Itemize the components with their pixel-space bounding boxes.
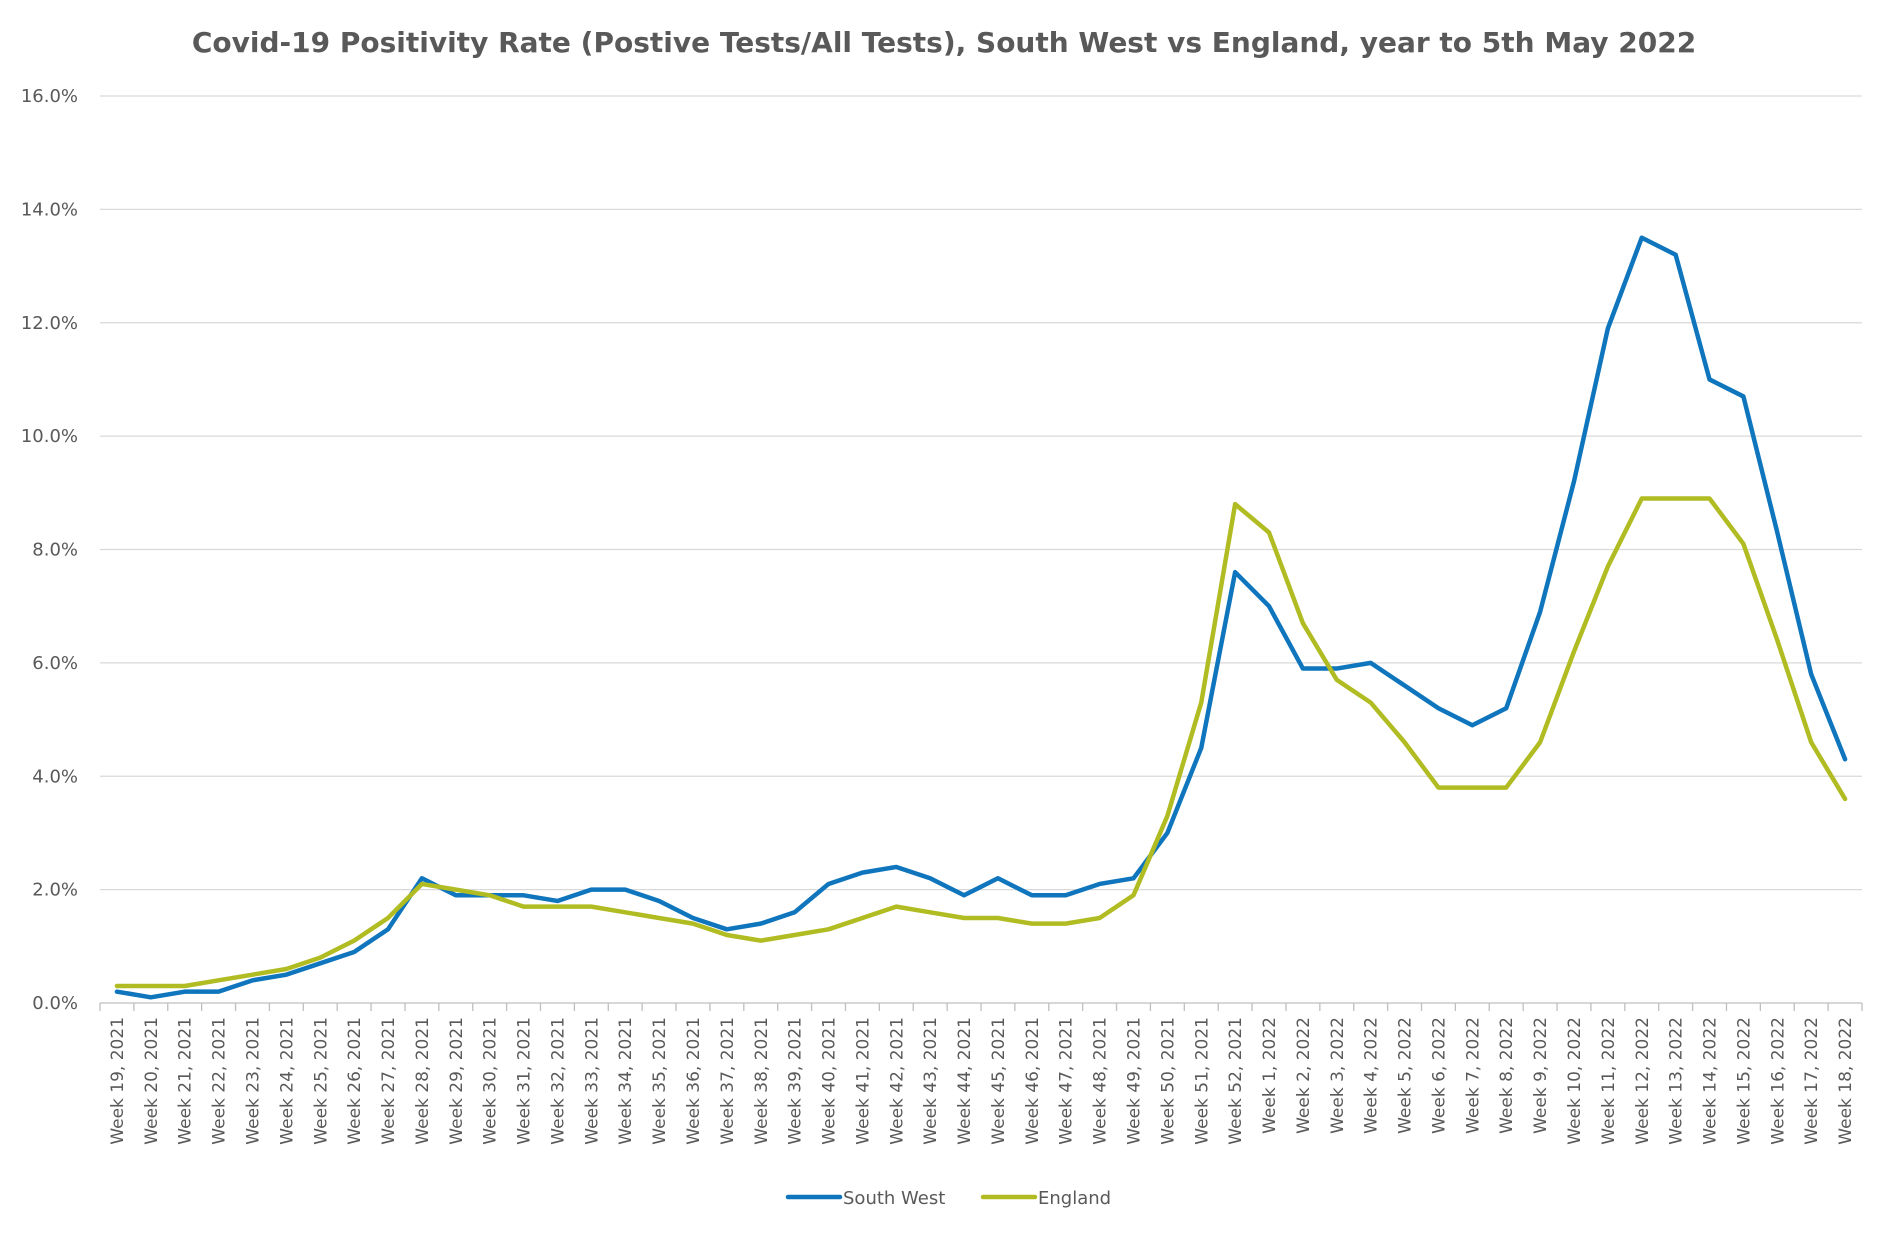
chart-title: Covid-19 Positivity Rate (Postive Tests/… xyxy=(192,26,1696,59)
x-tick-label: Week 9, 2022 xyxy=(1531,1017,1551,1134)
x-tick-label: Week 39, 2021 xyxy=(786,1017,806,1145)
x-tick-label: Week 8, 2022 xyxy=(1497,1017,1517,1134)
legend: South West England xyxy=(785,1188,1111,1209)
x-tick-label: Week 30, 2021 xyxy=(481,1017,501,1145)
x-tick-label: Week 7, 2022 xyxy=(1463,1017,1483,1134)
x-tick-label: Week 4, 2022 xyxy=(1362,1017,1382,1134)
x-tick-label: Week 22, 2021 xyxy=(210,1017,230,1145)
x-tick-label: Week 46, 2021 xyxy=(1023,1017,1043,1145)
x-tick-label: Week 5, 2022 xyxy=(1396,1017,1416,1134)
x-tick-label: Week 14, 2022 xyxy=(1701,1017,1721,1145)
y-tick-label: 2.0% xyxy=(32,880,78,901)
x-tick-label: Week 23, 2021 xyxy=(243,1017,263,1145)
x-tick-label: Week 10, 2022 xyxy=(1565,1017,1585,1145)
x-tick-label: Week 43, 2021 xyxy=(921,1017,941,1145)
x-tick-label: Week 3, 2022 xyxy=(1328,1017,1348,1134)
x-tick-label: Week 12, 2022 xyxy=(1633,1017,1653,1145)
legend-label-south-west: South West xyxy=(843,1188,945,1209)
y-tick-label: 16.0% xyxy=(21,86,78,107)
x-tick-label: Week 21, 2021 xyxy=(176,1017,196,1145)
x-tick-label: Week 49, 2021 xyxy=(1124,1017,1144,1145)
x-tick-label: Week 15, 2022 xyxy=(1734,1017,1754,1145)
x-tick-label: Week 35, 2021 xyxy=(650,1017,670,1145)
y-tick-label: 4.0% xyxy=(32,766,78,787)
x-tick-label: Week 45, 2021 xyxy=(989,1017,1009,1145)
gridlines xyxy=(99,95,1863,1011)
y-tick-label: 6.0% xyxy=(32,653,78,674)
x-tick-label: Week 2, 2022 xyxy=(1294,1017,1314,1134)
series-line-england xyxy=(114,496,1848,989)
series-lines xyxy=(114,235,1848,1000)
y-tick-label: 14.0% xyxy=(21,199,78,220)
y-tick-label: 12.0% xyxy=(21,313,78,334)
x-tick-label: Week 34, 2021 xyxy=(616,1017,636,1145)
x-tick-label: Week 11, 2022 xyxy=(1599,1017,1619,1145)
x-tick-label: Week 19, 2021 xyxy=(108,1017,128,1145)
x-tick-label: Week 27, 2021 xyxy=(379,1017,399,1145)
x-tick-label: Week 25, 2021 xyxy=(311,1017,331,1145)
y-tick-label: 10.0% xyxy=(21,426,78,447)
x-tick-label: Week 1, 2022 xyxy=(1260,1017,1280,1134)
x-tick-label: Week 17, 2022 xyxy=(1802,1017,1822,1145)
x-tick-label: Week 48, 2021 xyxy=(1091,1017,1111,1145)
x-tick-label: Week 24, 2021 xyxy=(277,1017,297,1145)
y-axis-tick-labels: 0.0% 2.0% 4.0% 6.0% 8.0% 10.0% 12.0% 14.0% 16.0% xyxy=(21,86,78,1014)
x-tick-label: Week 38, 2021 xyxy=(752,1017,772,1145)
x-axis-tick-labels: Week 19, 2021 Week 20, 2021 Week 21, 2021 W… xyxy=(108,1017,1856,1145)
x-tick-label: Week 20, 2021 xyxy=(142,1017,162,1145)
x-tick-label: Week 16, 2022 xyxy=(1768,1017,1788,1145)
x-tick-label: Week 6, 2022 xyxy=(1429,1017,1449,1134)
x-tick-label: Week 44, 2021 xyxy=(955,1017,975,1145)
x-tick-label: Week 13, 2022 xyxy=(1667,1017,1687,1145)
x-tick-label: Week 26, 2021 xyxy=(345,1017,365,1145)
x-tick-label: Week 52, 2021 xyxy=(1226,1017,1246,1145)
x-tick-label: Week 36, 2021 xyxy=(684,1017,704,1145)
x-tick-label: Week 31, 2021 xyxy=(515,1017,535,1145)
x-tick-label: Week 32, 2021 xyxy=(548,1017,568,1145)
legend-label-england: England xyxy=(1038,1188,1111,1209)
x-tick-label: Week 51, 2021 xyxy=(1192,1017,1212,1145)
x-tick-label: Week 42, 2021 xyxy=(887,1017,907,1145)
x-tick-label: Week 47, 2021 xyxy=(1057,1017,1077,1145)
x-tick-label: Week 40, 2021 xyxy=(820,1017,840,1145)
x-tick-label: Week 28, 2021 xyxy=(413,1017,433,1145)
x-tick-label: Week 33, 2021 xyxy=(582,1017,602,1145)
x-tick-label: Week 50, 2021 xyxy=(1158,1017,1178,1145)
y-tick-label: 8.0% xyxy=(32,540,78,561)
x-tick-label: Week 18, 2022 xyxy=(1836,1017,1856,1145)
x-tick-label: Week 29, 2021 xyxy=(447,1017,467,1145)
x-tick-label: Week 41, 2021 xyxy=(853,1017,873,1145)
x-tick-label: Week 37, 2021 xyxy=(718,1017,738,1145)
y-tick-label: 0.0% xyxy=(32,993,78,1014)
